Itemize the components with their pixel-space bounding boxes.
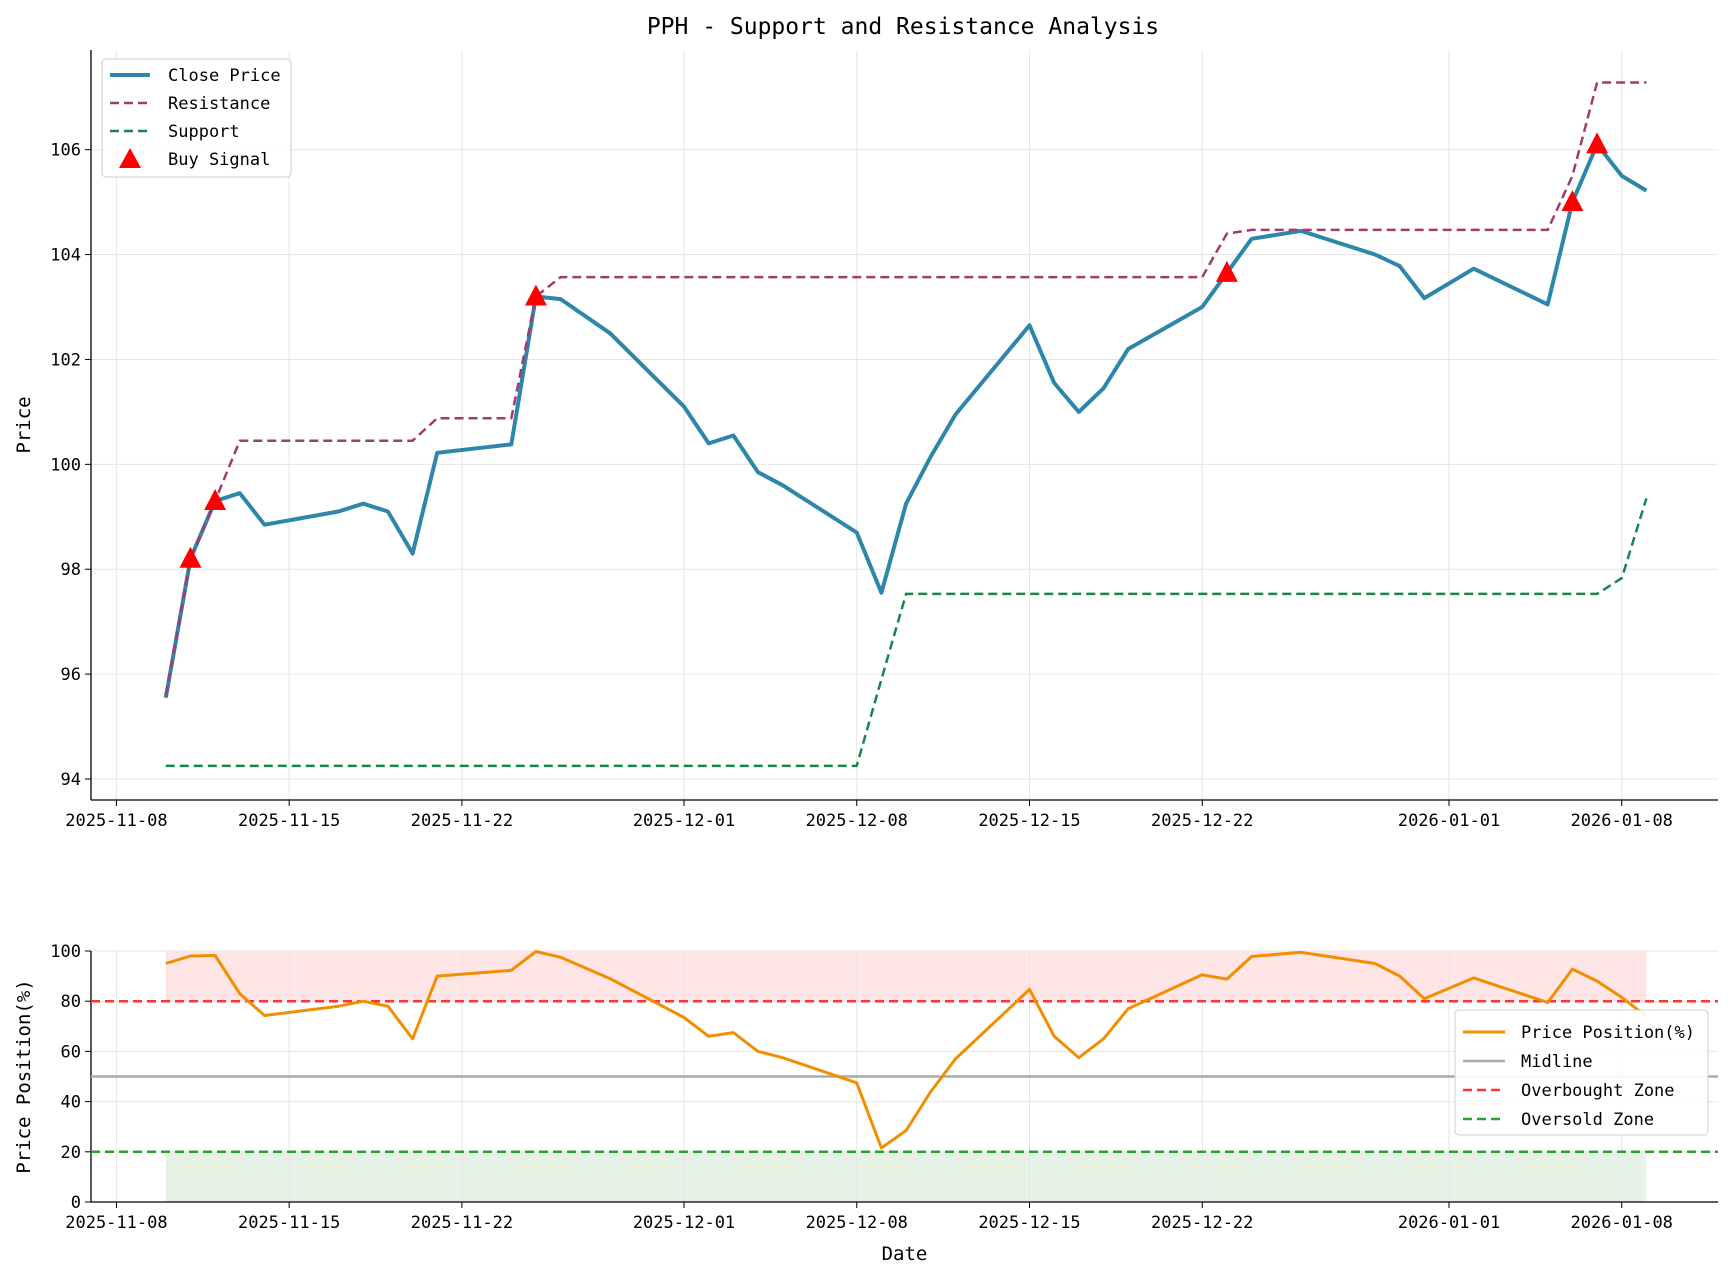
- y-tick-label: 104: [50, 246, 81, 266]
- x-tick-label: 2026-01-01: [1398, 1213, 1500, 1233]
- y-axis-label: Price: [13, 396, 35, 453]
- x-tick-label: 2025-11-22: [411, 1213, 513, 1233]
- legend-swatch: [119, 148, 141, 168]
- y-tick-label: 106: [50, 141, 81, 161]
- y-tick-label: 94: [61, 770, 81, 790]
- y-tick-label: 96: [61, 665, 81, 685]
- x-tick-label: 2025-12-08: [806, 1213, 908, 1233]
- x-tick-label: 2026-01-01: [1398, 811, 1500, 831]
- x-tick-label: 2025-11-15: [238, 1213, 340, 1233]
- x-tick-label: 2025-12-22: [1151, 811, 1253, 831]
- legend-label: Close Price: [168, 66, 281, 86]
- x-tick-label: 2025-12-01: [633, 811, 735, 831]
- legend-box: [1454, 1009, 1709, 1136]
- legend-label: Midline: [1521, 1052, 1593, 1072]
- legend-label: Overbought Zone: [1521, 1081, 1675, 1101]
- x-tick-label: 2025-11-08: [65, 811, 167, 831]
- x-tick-label: 2025-11-22: [411, 811, 513, 831]
- buy-signal-marker: [204, 489, 227, 511]
- price-position-line: [165, 950, 1648, 1150]
- buy-signal-marker: [524, 284, 547, 306]
- support-line: [165, 498, 1648, 768]
- x-tick-label: 2025-12-01: [633, 1213, 735, 1233]
- y-tick-label: 100: [50, 942, 81, 962]
- legend-label: Resistance: [168, 94, 270, 114]
- y-tick-label: 98: [61, 560, 81, 580]
- x-tick-label: 2026-01-08: [1571, 1213, 1673, 1233]
- legend-label: Oversold Zone: [1521, 1110, 1654, 1130]
- legend: Close Price Resistance Support Buy Signal: [101, 58, 292, 178]
- buy-signal-marker: [179, 546, 202, 568]
- legend-label: Price Position(%): [1521, 1023, 1695, 1043]
- y-tick-label: 60: [61, 1042, 81, 1062]
- legend: Price Position(%) Midline Overbought Zone O…: [1454, 1009, 1709, 1136]
- y-axis-label: Price Position(%): [13, 979, 35, 1173]
- resistance-line: [164, 81, 1647, 696]
- buy-signal-marker: [1561, 190, 1584, 212]
- buy-signal-marker: [1586, 132, 1609, 154]
- y-tick-label: 80: [61, 992, 81, 1012]
- y-tick-label: 0: [71, 1193, 81, 1213]
- y-tick-label: 40: [61, 1093, 81, 1113]
- position-panel: 2025-11-08 2025-11-15 2025-11-22 2025-12-01…: [13, 942, 1718, 1265]
- y-tick-label: 20: [61, 1143, 81, 1163]
- legend-label: Buy Signal: [168, 150, 270, 170]
- x-tick-label: 2026-01-08: [1571, 811, 1673, 831]
- legend-label: Support: [168, 122, 240, 142]
- x-tick-label: 2025-12-15: [978, 811, 1080, 831]
- legend-box: [101, 58, 292, 178]
- chart-title: PPH - Support and Resistance Analysis: [647, 14, 1159, 40]
- x-tick-label: 2025-12-22: [1151, 1213, 1253, 1233]
- x-tick-label: 2025-11-08: [65, 1213, 167, 1233]
- buy-signal-marker: [1215, 260, 1238, 282]
- x-tick-label: 2025-12-15: [978, 1213, 1080, 1233]
- x-tick-label: 2025-12-08: [806, 811, 908, 831]
- x-tick-label: 2025-11-15: [238, 811, 340, 831]
- y-tick-label: 100: [50, 455, 81, 475]
- overbought-zone-fill: [165, 951, 1647, 1002]
- price-panel: 2025-11-08 2025-11-15 2025-11-22 2025-12-01…: [13, 50, 1718, 831]
- x-axis-label: Date: [882, 1243, 928, 1265]
- oversold-zone-fill: [165, 1151, 1647, 1202]
- y-tick-label: 102: [50, 350, 81, 370]
- close-price-line: [163, 142, 1648, 699]
